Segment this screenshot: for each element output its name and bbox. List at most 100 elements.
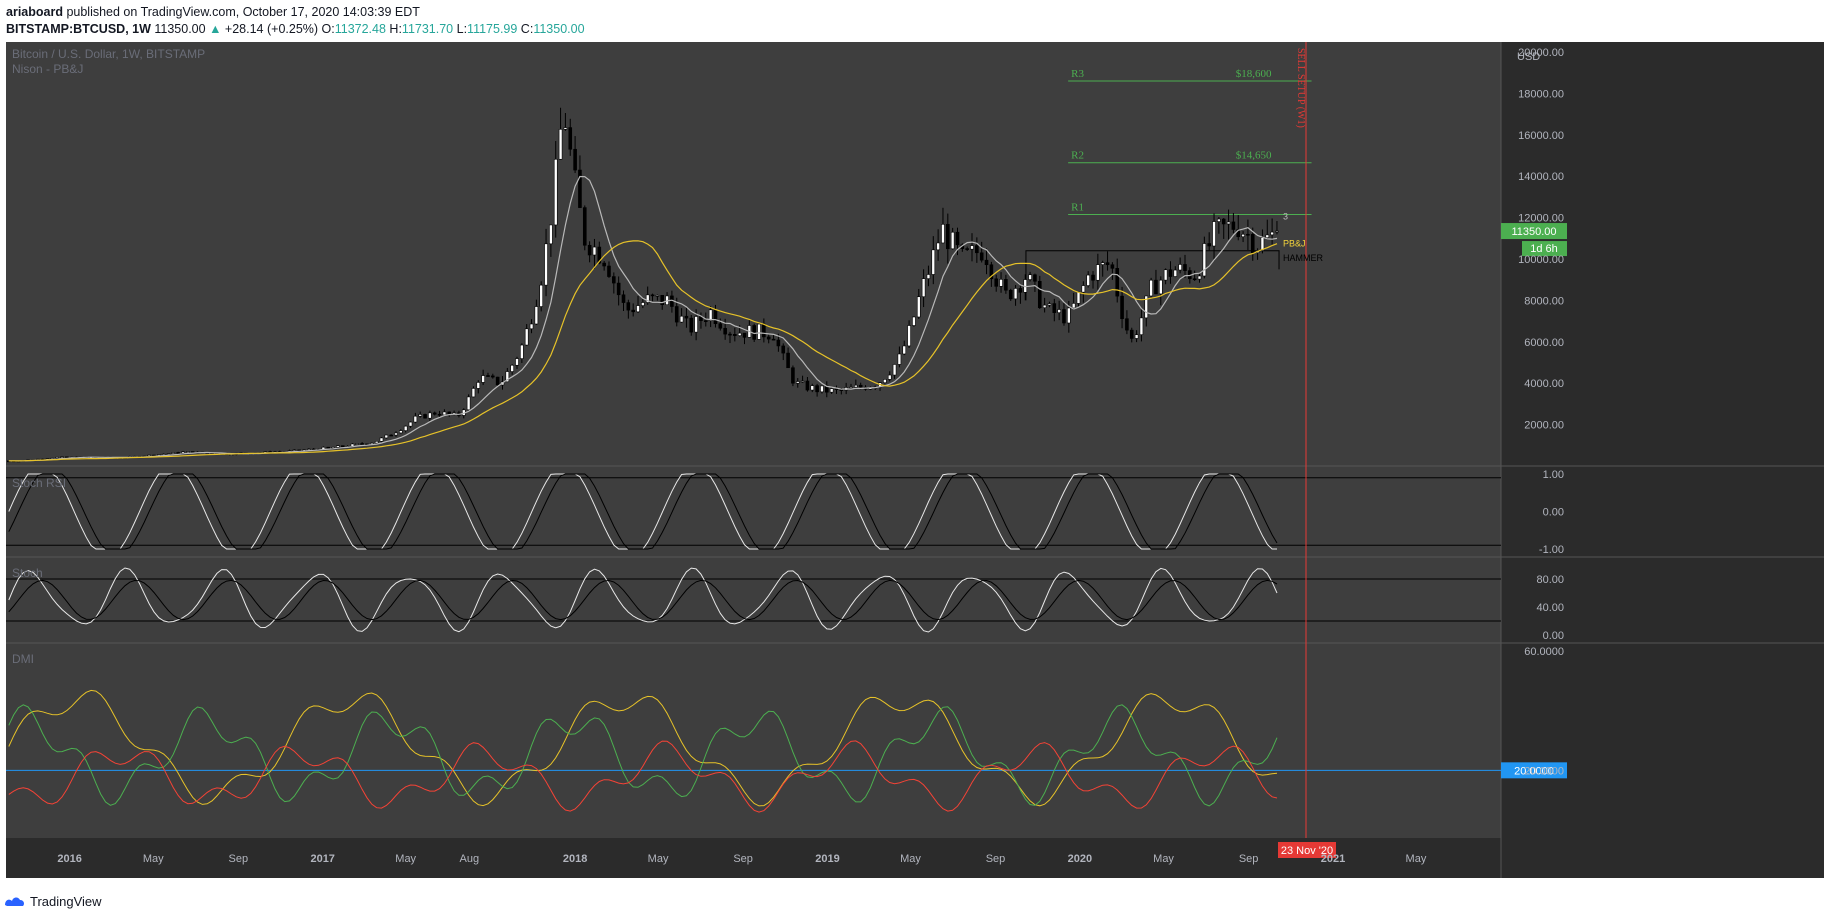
candle-body: [936, 242, 940, 251]
candle-body: [597, 246, 602, 264]
candle-body: [776, 339, 781, 347]
publish-line: ariaboard published on TradingView.com, …: [6, 4, 585, 21]
candle-body: [1202, 243, 1207, 277]
level-name: R2: [1071, 150, 1084, 162]
hammer-label: HAMMER: [1283, 253, 1323, 263]
ma-slow-line: [8, 240, 1278, 462]
candle-body: [994, 278, 999, 287]
time-tick-label: May: [143, 853, 164, 865]
candle-body: [737, 332, 742, 336]
candle-body: [1149, 279, 1153, 297]
candle-body: [1062, 309, 1066, 324]
candle-body: [307, 448, 311, 451]
candle-body: [166, 453, 171, 455]
price-tick-label: 14000.00: [1518, 171, 1564, 183]
candle-body: [965, 248, 969, 250]
candle-body: [374, 441, 379, 444]
candle-body: [829, 388, 834, 393]
adx-ref-tag: [1501, 762, 1567, 779]
candle-body: [1086, 274, 1090, 286]
candle-body: [1217, 218, 1221, 222]
price-tick-label: 18000.00: [1518, 88, 1564, 100]
candle-body: [1100, 262, 1105, 265]
candle-body: [984, 259, 989, 266]
candle-body: [892, 364, 897, 376]
candle-body: [186, 451, 190, 453]
candle-body: [587, 244, 592, 256]
candle-body: [1192, 278, 1197, 281]
price-tick-label: 8000.00: [1524, 295, 1564, 307]
candle-body: [1183, 264, 1187, 271]
candle-body: [1125, 318, 1129, 331]
candle-body: [1158, 279, 1163, 295]
date-tag-bg: [1278, 842, 1336, 858]
high-value: 11731.70: [401, 22, 454, 36]
candle-body: [645, 294, 650, 303]
adx-line: [8, 689, 1278, 807]
level-price: $14,650: [1236, 150, 1272, 162]
candle-body: [1120, 295, 1124, 319]
candle-body: [549, 224, 553, 245]
candle-body: [1115, 268, 1120, 297]
time-tick-label: 2020: [1068, 853, 1092, 865]
close-label: C:: [517, 22, 534, 36]
candle-body: [781, 345, 786, 354]
btc-chart[interactable]: R3 $18,600 R2 $14,650 R1 SELL SETUP (W1) 23 N…: [6, 42, 1824, 878]
candle-body: [1052, 303, 1057, 313]
candle-body: [650, 294, 655, 297]
last-price-label: 11350.00: [1511, 226, 1556, 238]
candle-body: [1197, 275, 1202, 280]
candle-body: [326, 446, 331, 449]
tradingview-logo-icon: [5, 897, 24, 906]
time-tick-label: May: [395, 853, 416, 865]
osc-tick-label: 1.00: [1543, 469, 1564, 481]
candle-body: [350, 443, 355, 447]
candle-body: [916, 296, 921, 318]
candle-body: [1270, 231, 1274, 236]
candle-body: [563, 127, 568, 130]
price-tick-label: 4000.00: [1524, 378, 1564, 390]
candle-body: [292, 449, 297, 452]
candle-body: [1265, 234, 1270, 238]
candle-body: [1076, 291, 1081, 304]
price-tick-label: 16000.00: [1518, 130, 1564, 142]
candle-body: [1246, 233, 1250, 236]
candle-body: [989, 264, 994, 280]
candle-body: [486, 375, 490, 377]
candle-body: [1028, 274, 1032, 280]
candle-body: [592, 246, 597, 256]
candle-body: [616, 282, 621, 296]
candle-body: [55, 456, 59, 459]
candle-body: [389, 434, 393, 437]
candle-body: [1105, 262, 1110, 266]
author-name[interactable]: ariaboard: [6, 5, 63, 19]
candle-body: [1042, 304, 1047, 309]
currency-label[interactable]: USD: [1517, 51, 1540, 63]
stoch-d-line: [8, 579, 1278, 621]
candle-body: [1226, 221, 1231, 225]
candle-body: [60, 456, 64, 459]
candle-body: [805, 380, 810, 391]
footer: TradingView: [4, 890, 102, 912]
candle-body: [1212, 221, 1216, 247]
pbj-label: PB&J: [1283, 239, 1306, 249]
candle-body: [442, 411, 447, 416]
date-tag: 23 Nov '20: [1281, 845, 1333, 857]
candle-body: [578, 169, 582, 208]
candle-body: [607, 265, 611, 277]
time-tick-label: 2017: [310, 853, 334, 865]
candle-body: [534, 306, 539, 325]
candle-body: [1178, 264, 1182, 271]
osc-tick-label: 40.00: [1536, 602, 1564, 614]
last-price-tag: [1501, 223, 1567, 240]
count-label: 3: [1283, 212, 1288, 222]
candle-body: [1168, 269, 1173, 277]
candle-body: [229, 454, 234, 456]
chart-subtitle: Nison - PB&J: [12, 62, 83, 76]
candle-body: [544, 243, 548, 286]
candle-body: [1096, 264, 1100, 281]
candle-body: [902, 345, 907, 355]
change-up-icon: ▲: [209, 22, 222, 36]
low-label: L:: [453, 22, 468, 36]
brand-name[interactable]: TradingView: [30, 893, 102, 909]
